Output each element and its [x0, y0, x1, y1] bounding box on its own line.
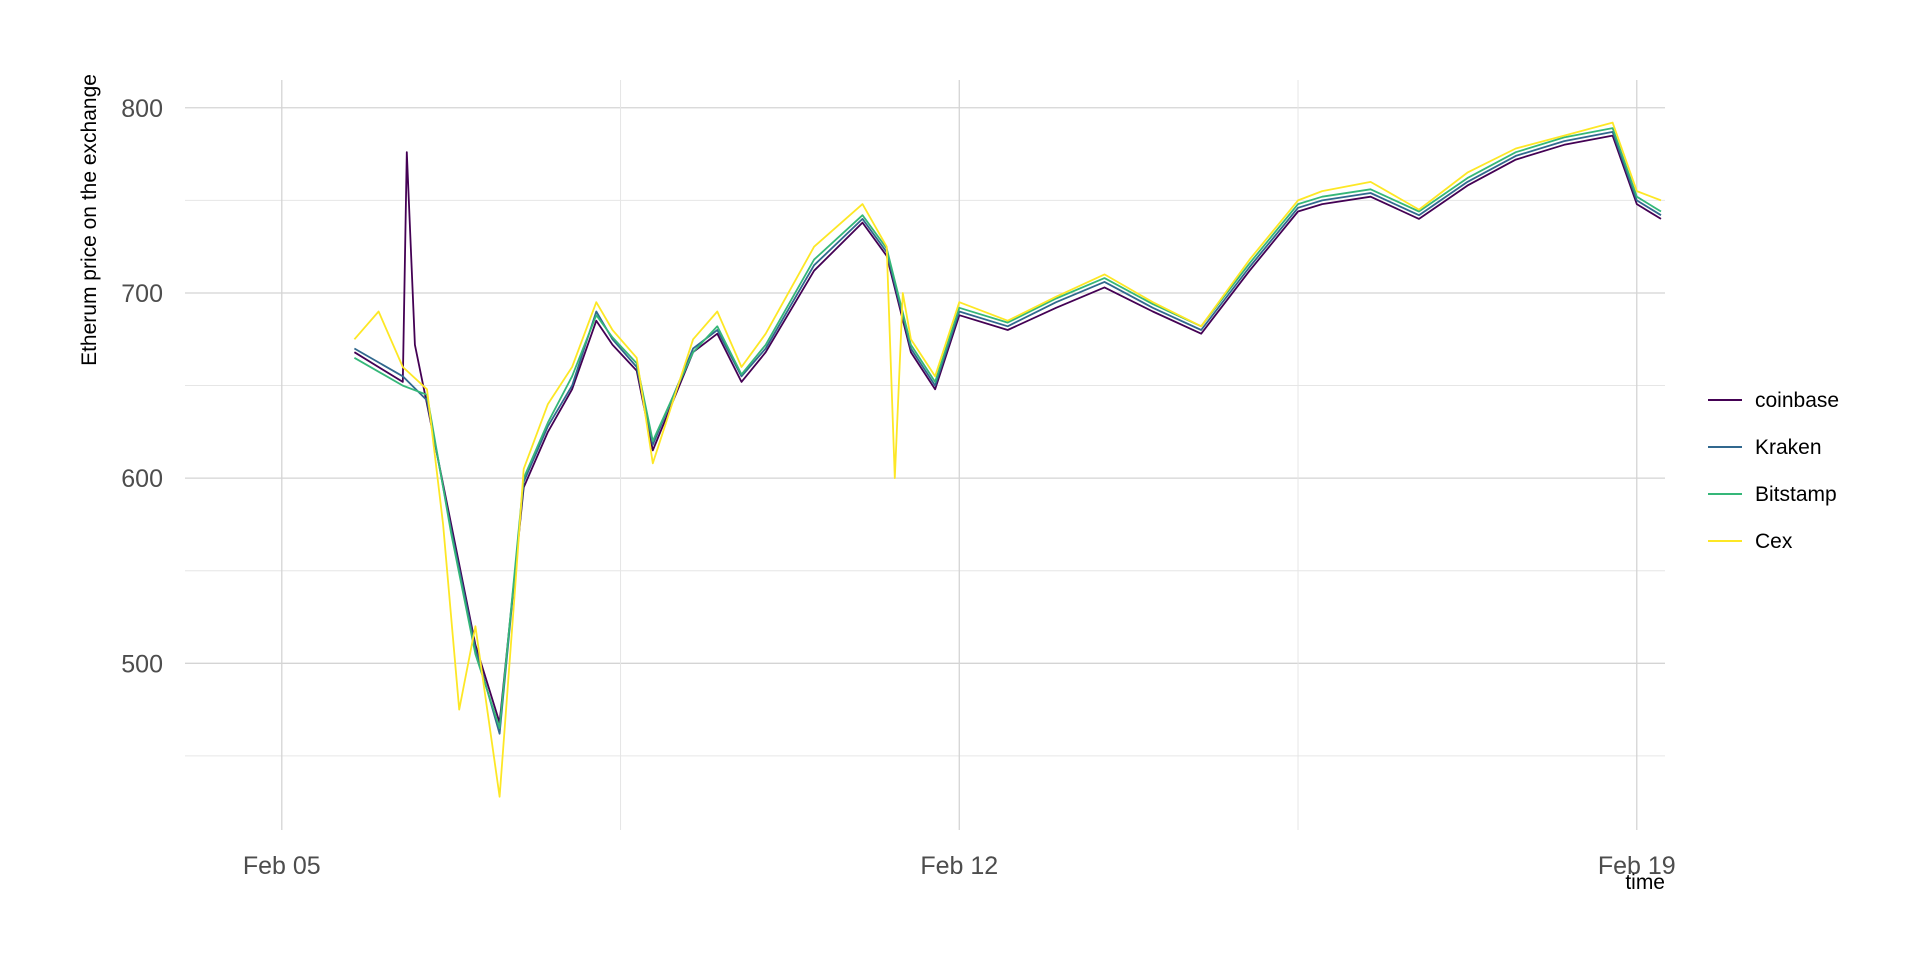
- grid: [185, 80, 1665, 830]
- legend: coinbase Kraken Bitstamp Cex: [1708, 389, 1839, 553]
- legend-item: Kraken: [1708, 436, 1822, 459]
- y-tick-label: 600: [121, 465, 163, 493]
- x-axis-title: time: [1625, 871, 1665, 894]
- legend-label: Cex: [1755, 530, 1793, 553]
- legend-item: Bitstamp: [1708, 483, 1837, 506]
- series-line-kraken: [353, 130, 1662, 735]
- y-tick-label: 700: [121, 280, 163, 308]
- legend-label: Bitstamp: [1755, 483, 1837, 506]
- series-line-cex: [353, 121, 1662, 798]
- series-lines: [353, 121, 1662, 798]
- x-tick-label: Feb 05: [243, 852, 321, 880]
- x-tick-label: Feb 19: [1598, 852, 1676, 880]
- legend-item: Cex: [1708, 530, 1793, 553]
- legend-label: coinbase: [1755, 389, 1839, 412]
- series-line-coinbase: [353, 134, 1662, 724]
- legend-label: Kraken: [1755, 436, 1822, 459]
- y-tick-label: 500: [121, 650, 163, 678]
- y-axis-title: Etherum price on the exchange: [78, 74, 101, 366]
- y-tick-label: 800: [121, 95, 163, 123]
- x-tick-label: Feb 12: [920, 852, 998, 880]
- x-axis-tick-labels: Feb 05 Feb 12 Feb 19: [243, 852, 1676, 880]
- y-axis-tick-labels: 500 600 700 800: [121, 95, 163, 679]
- legend-item: coinbase: [1708, 389, 1839, 412]
